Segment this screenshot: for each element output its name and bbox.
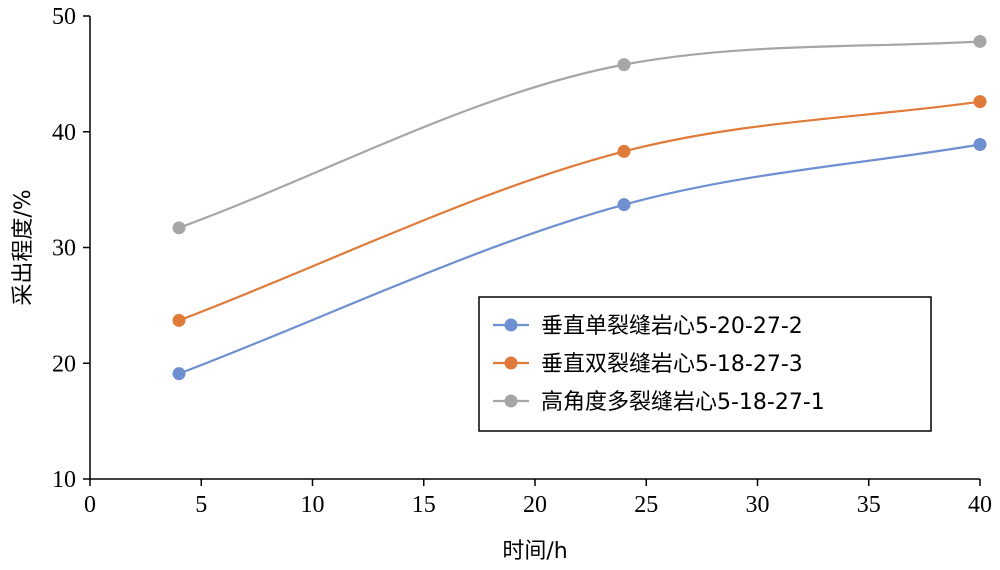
legend-label: 垂直单裂缝岩心5-20-27-2 [541, 314, 803, 339]
series-line [178, 100, 981, 322]
legend-swatch-marker [504, 394, 518, 408]
legend-box [478, 296, 932, 432]
data-point [617, 198, 631, 212]
x-tick-label: 30 [746, 492, 770, 518]
data-point [617, 58, 631, 72]
y-tick-label: 40 [52, 120, 76, 146]
data-point [973, 137, 987, 151]
legend-item: 垂直双裂缝岩心5-18-27-3 [493, 352, 803, 377]
legend-swatch-marker [504, 318, 518, 332]
x-axis-title: 时间/h [502, 539, 567, 564]
legend-label: 垂直双裂缝岩心5-18-27-3 [541, 352, 803, 377]
legend-item: 垂直单裂缝岩心5-20-27-2 [493, 314, 803, 339]
series-3 [172, 34, 987, 235]
data-point [973, 95, 987, 109]
y-tick-label: 30 [52, 236, 76, 262]
series-line [178, 40, 981, 229]
data-point [172, 367, 186, 381]
axes: 10 20 30 40 50 0 5 10 15 20 25 30 35 40 [52, 4, 992, 518]
series-2 [172, 95, 987, 327]
x-tick-label: 20 [523, 492, 547, 518]
x-tick-label: 5 [195, 492, 207, 518]
legend-label: 高角度多裂缝岩心5-18-27-1 [541, 390, 825, 415]
series-1 [172, 137, 987, 381]
legend: 垂直单裂缝岩心5-20-27-2 垂直双裂缝岩心5-18-27-3 高角度多裂缝岩心… [478, 296, 932, 432]
x-tick-label: 10 [301, 492, 325, 518]
data-point [172, 313, 186, 327]
y-tick-label: 10 [52, 467, 76, 493]
data-point [172, 221, 186, 235]
x-tick-label: 25 [634, 492, 658, 518]
data-point [617, 144, 631, 158]
y-tick-label: 20 [52, 351, 76, 377]
x-tick-label: 0 [84, 492, 96, 518]
data-point [973, 34, 987, 48]
x-tick-label: 40 [968, 492, 992, 518]
y-tick-label: 50 [52, 4, 76, 30]
x-tick-label: 35 [857, 492, 881, 518]
legend-swatch-marker [504, 356, 518, 370]
y-axis-title: 采出程度/% [11, 189, 36, 305]
x-tick-label: 15 [412, 492, 436, 518]
series-layer [172, 34, 987, 381]
legend-item: 高角度多裂缝岩心5-18-27-1 [493, 390, 825, 415]
